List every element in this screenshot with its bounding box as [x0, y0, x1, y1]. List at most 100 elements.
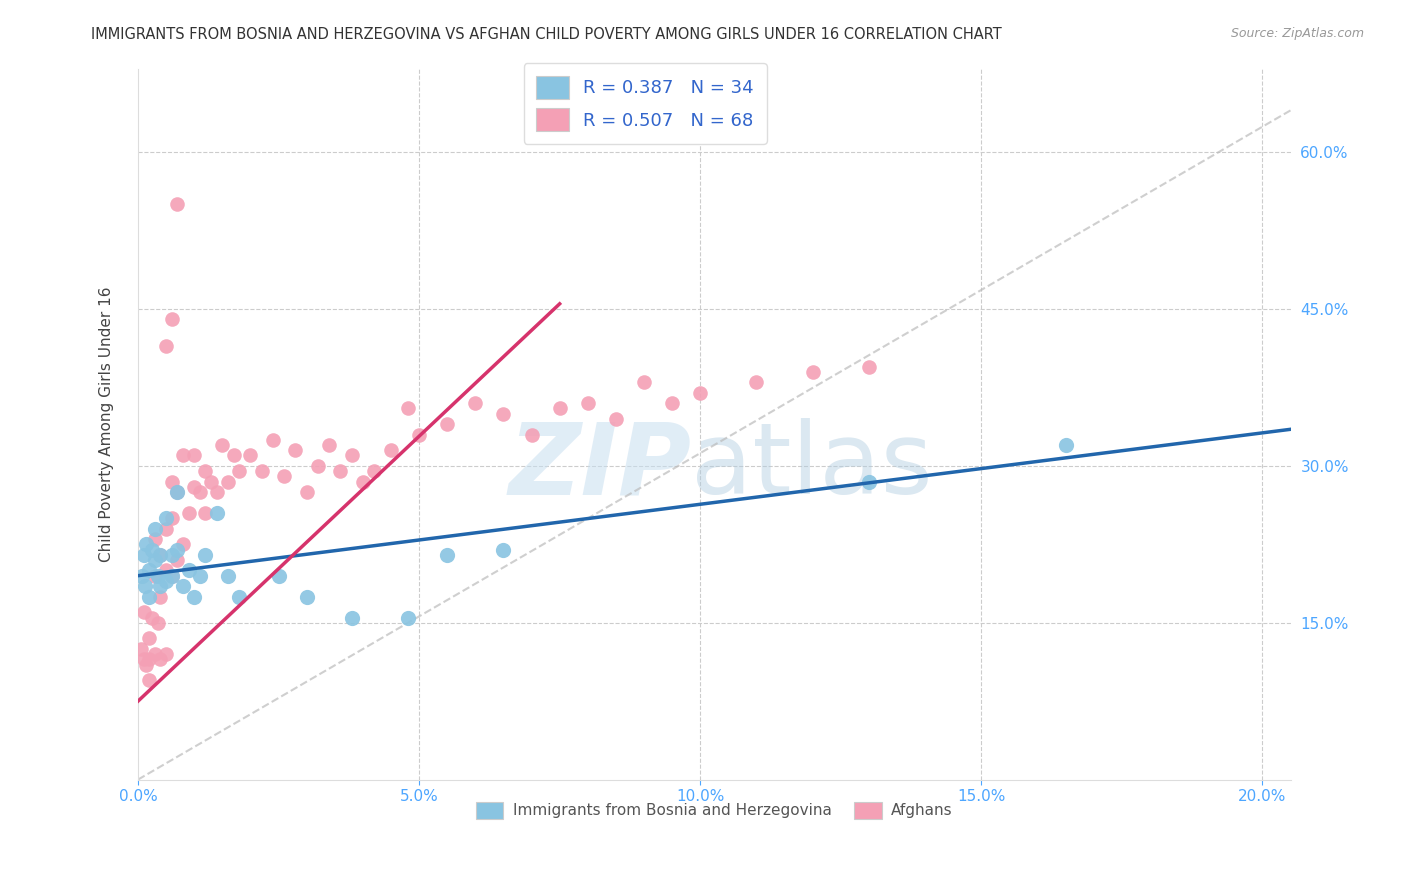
Point	[160, 475, 183, 489]
Point	[177, 506, 200, 520]
Point	[172, 579, 194, 593]
Point	[295, 590, 318, 604]
Point	[548, 401, 571, 416]
Point	[149, 579, 172, 593]
Text: Source: ZipAtlas.com: Source: ZipAtlas.com	[1230, 27, 1364, 40]
Point	[436, 548, 458, 562]
Point	[307, 458, 329, 473]
Point	[228, 590, 250, 604]
Point	[211, 438, 233, 452]
Point	[172, 537, 194, 551]
Point	[146, 568, 169, 582]
Point	[363, 464, 385, 478]
Point	[149, 652, 172, 666]
Point	[239, 449, 262, 463]
Point	[689, 385, 711, 400]
Point	[250, 464, 273, 478]
Point	[194, 548, 217, 562]
Point	[143, 647, 166, 661]
Point	[801, 365, 824, 379]
Point	[340, 610, 363, 624]
Point	[138, 564, 160, 578]
Legend: Immigrants from Bosnia and Herzegovina, Afghans: Immigrants from Bosnia and Herzegovina, …	[470, 796, 959, 825]
Point	[295, 485, 318, 500]
Point	[134, 579, 156, 593]
Point	[520, 427, 543, 442]
Point	[132, 548, 155, 562]
Point	[340, 449, 363, 463]
Point	[143, 568, 166, 582]
Point	[194, 464, 217, 478]
Point	[1054, 438, 1077, 452]
Point	[633, 376, 655, 390]
Point	[138, 632, 160, 646]
Point	[141, 542, 163, 557]
Point	[318, 438, 340, 452]
Point	[143, 522, 166, 536]
Point	[155, 647, 177, 661]
Point	[396, 401, 419, 416]
Point	[329, 464, 352, 478]
Point	[155, 338, 177, 352]
Point	[177, 564, 200, 578]
Point	[267, 568, 290, 582]
Point	[138, 590, 160, 604]
Point	[183, 480, 205, 494]
Point	[183, 590, 205, 604]
Point	[858, 359, 880, 374]
Point	[661, 396, 683, 410]
Point	[132, 652, 155, 666]
Point	[160, 568, 183, 582]
Point	[605, 412, 627, 426]
Point	[146, 615, 169, 630]
Point	[149, 548, 172, 562]
Point	[166, 542, 188, 557]
Point	[135, 537, 157, 551]
Y-axis label: Child Poverty Among Girls Under 16: Child Poverty Among Girls Under 16	[100, 286, 114, 562]
Point	[396, 610, 419, 624]
Point	[262, 433, 284, 447]
Point	[155, 522, 177, 536]
Point	[464, 396, 486, 410]
Text: atlas: atlas	[692, 418, 932, 516]
Point	[135, 657, 157, 672]
Point	[166, 197, 188, 211]
Point	[166, 485, 188, 500]
Point	[138, 652, 160, 666]
Point	[155, 574, 177, 588]
Point	[576, 396, 599, 410]
Point	[160, 568, 183, 582]
Point	[183, 449, 205, 463]
Point	[858, 475, 880, 489]
Point	[160, 312, 183, 326]
Point	[205, 485, 228, 500]
Point	[166, 553, 188, 567]
Point	[131, 568, 153, 582]
Point	[200, 475, 222, 489]
Point	[380, 443, 402, 458]
Text: IMMIGRANTS FROM BOSNIA AND HERZEGOVINA VS AFGHAN CHILD POVERTY AMONG GIRLS UNDER: IMMIGRANTS FROM BOSNIA AND HERZEGOVINA V…	[91, 27, 1002, 42]
Point	[160, 511, 183, 525]
Point	[745, 376, 768, 390]
Point	[155, 511, 177, 525]
Point	[132, 605, 155, 619]
Point	[149, 548, 172, 562]
Point	[129, 641, 152, 656]
Point	[194, 506, 217, 520]
Point	[492, 407, 515, 421]
Point	[188, 485, 211, 500]
Point	[217, 568, 239, 582]
Point	[166, 485, 188, 500]
Text: ZIP: ZIP	[508, 418, 692, 516]
Point	[143, 532, 166, 546]
Point	[138, 673, 160, 688]
Point	[155, 564, 177, 578]
Point	[408, 427, 430, 442]
Point	[352, 475, 374, 489]
Point	[205, 506, 228, 520]
Point	[228, 464, 250, 478]
Point	[160, 548, 183, 562]
Point	[172, 449, 194, 463]
Point	[149, 590, 172, 604]
Point	[143, 553, 166, 567]
